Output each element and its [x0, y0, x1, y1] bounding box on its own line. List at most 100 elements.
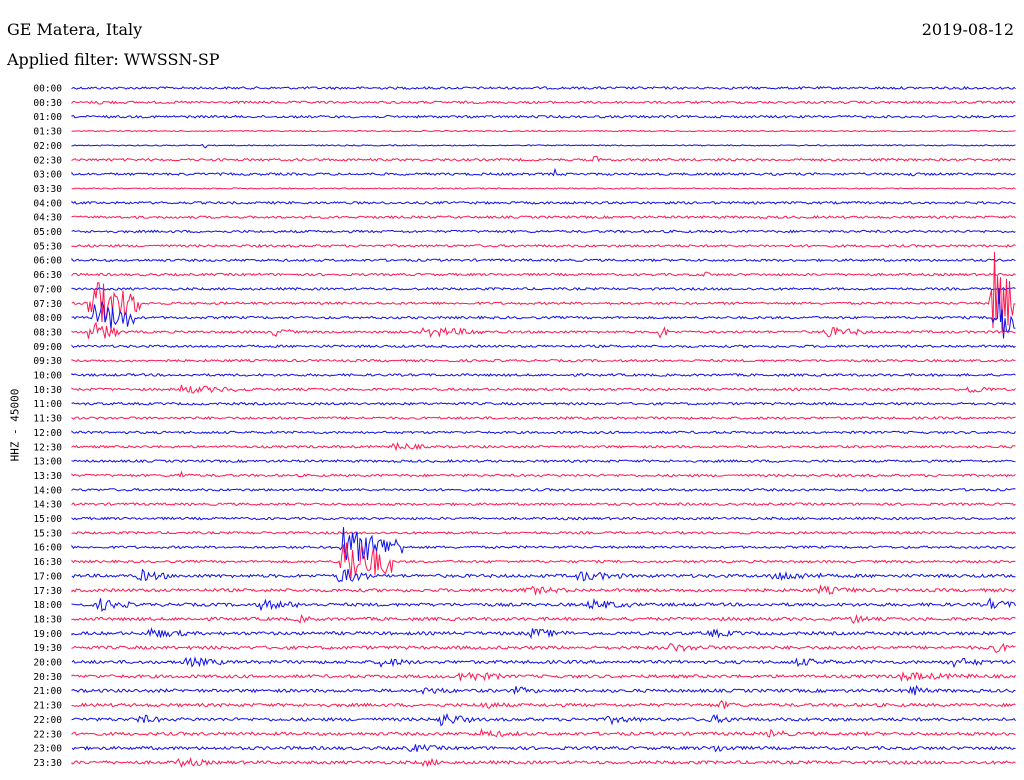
trace-row	[71, 373, 1016, 378]
trace-row	[71, 430, 1016, 435]
row-time-label: 00:30	[33, 98, 62, 109]
row-time-label: 08:30	[33, 327, 62, 338]
trace-row	[71, 527, 1016, 561]
trace-row	[71, 441, 1016, 452]
trace-row	[71, 671, 1016, 683]
trace-row	[71, 470, 1016, 478]
row-time-label: 01:00	[33, 112, 62, 123]
row-time-label: 12:00	[33, 428, 62, 439]
row-time-label: 02:00	[33, 141, 62, 152]
trace-row	[71, 487, 1016, 492]
trace-row	[71, 626, 1016, 640]
trace-row	[71, 401, 1016, 406]
trace-row	[71, 215, 1016, 220]
trace-row	[71, 143, 1016, 149]
seismogram-traces	[71, 85, 1016, 769]
trace-row	[71, 358, 1016, 363]
row-time-label: 00:00	[33, 84, 62, 95]
trace-row	[71, 530, 1016, 535]
trace-row	[71, 243, 1016, 248]
row-time-label: 13:30	[33, 471, 62, 482]
trace-row	[71, 252, 1016, 331]
record-date: 2019-08-12	[921, 20, 1014, 39]
trace-row	[71, 344, 1016, 349]
trace-row	[71, 656, 1016, 669]
trace-row	[71, 568, 1016, 583]
row-time-label: 18:30	[33, 614, 62, 625]
row-time-label: 07:00	[33, 284, 62, 295]
trace-row	[71, 416, 1016, 421]
row-time-label: 03:00	[33, 170, 62, 181]
row-time-label: 15:00	[33, 514, 62, 525]
row-time-label: 22:00	[33, 715, 62, 726]
trace-row	[71, 684, 1016, 696]
row-time-label: 11:30	[33, 414, 62, 425]
row-time-label: 06:30	[33, 270, 62, 281]
row-time-label: 15:30	[33, 528, 62, 539]
row-time-label: 09:30	[33, 356, 62, 367]
filter-label: Applied filter: WWSSN-SP	[7, 50, 220, 69]
row-time-label: 23:00	[33, 744, 62, 755]
row-time-label: 05:30	[33, 241, 62, 252]
row-time-label: 02:30	[33, 155, 62, 166]
row-time-label: 20:00	[33, 658, 62, 669]
trace-row	[71, 257, 1016, 263]
row-time-label: 14:30	[33, 500, 62, 511]
row-time-label: 18:00	[33, 600, 62, 611]
trace-row	[71, 85, 1016, 90]
trace-row	[71, 287, 1016, 339]
trace-row	[71, 700, 1016, 710]
trace-row	[71, 597, 1016, 612]
row-time-label: 17:30	[33, 586, 62, 597]
row-time-label: 07:30	[33, 299, 62, 310]
row-time-label: 10:00	[33, 371, 62, 382]
trace-row	[71, 155, 1016, 162]
trace-row	[71, 384, 1016, 394]
trace-row	[71, 727, 1016, 738]
station-title: GE Matera, Italy	[7, 20, 143, 39]
trace-row	[71, 712, 1016, 727]
trace-row	[71, 187, 1016, 190]
row-time-label: 04:00	[33, 198, 62, 209]
row-time-label: 01:30	[33, 127, 62, 138]
row-time-label: 13:00	[33, 457, 62, 468]
trace-row	[71, 542, 1016, 579]
row-time-label: 09:00	[33, 342, 62, 353]
trace-row	[71, 756, 1016, 769]
row-time-label: 22:30	[33, 729, 62, 740]
trace-row	[71, 200, 1016, 205]
trace-row	[71, 129, 1016, 133]
trace-row	[71, 114, 1016, 119]
trace-row	[71, 613, 1016, 624]
trace-row	[71, 321, 1016, 339]
row-time-label: 03:30	[33, 184, 62, 195]
trace-row	[71, 584, 1016, 596]
row-time-label: 11:00	[33, 399, 62, 410]
row-time-label: 05:00	[33, 227, 62, 238]
row-time-label: 04:30	[33, 213, 62, 224]
row-time-label: 10:30	[33, 385, 62, 396]
row-time-label: 08:00	[33, 313, 62, 324]
row-time-label: 19:30	[33, 643, 62, 654]
trace-row	[71, 502, 1016, 507]
row-time-label: 12:30	[33, 442, 62, 453]
row-time-label: 16:30	[33, 557, 62, 568]
row-time-label: 19:00	[33, 629, 62, 640]
trace-row	[71, 516, 1016, 521]
trace-row	[71, 167, 1016, 177]
trace-row	[71, 229, 1016, 234]
trace-row	[71, 100, 1016, 105]
trace-row	[71, 743, 1016, 753]
trace-row	[71, 459, 1016, 464]
row-time-label: 20:30	[33, 672, 62, 683]
trace-row	[71, 271, 1016, 277]
row-time-label: 17:00	[33, 571, 62, 582]
time-labels: 00:00 00:30 01:00 01:30 02:00 02:30 03:00 03:30…	[33, 84, 62, 769]
row-time-label: 23:30	[33, 758, 62, 769]
row-time-label: 14:00	[33, 485, 62, 496]
row-time-label: 16:00	[33, 543, 62, 554]
row-time-label: 21:30	[33, 701, 62, 712]
row-time-label: 06:00	[33, 256, 62, 267]
trace-row	[71, 642, 1016, 654]
